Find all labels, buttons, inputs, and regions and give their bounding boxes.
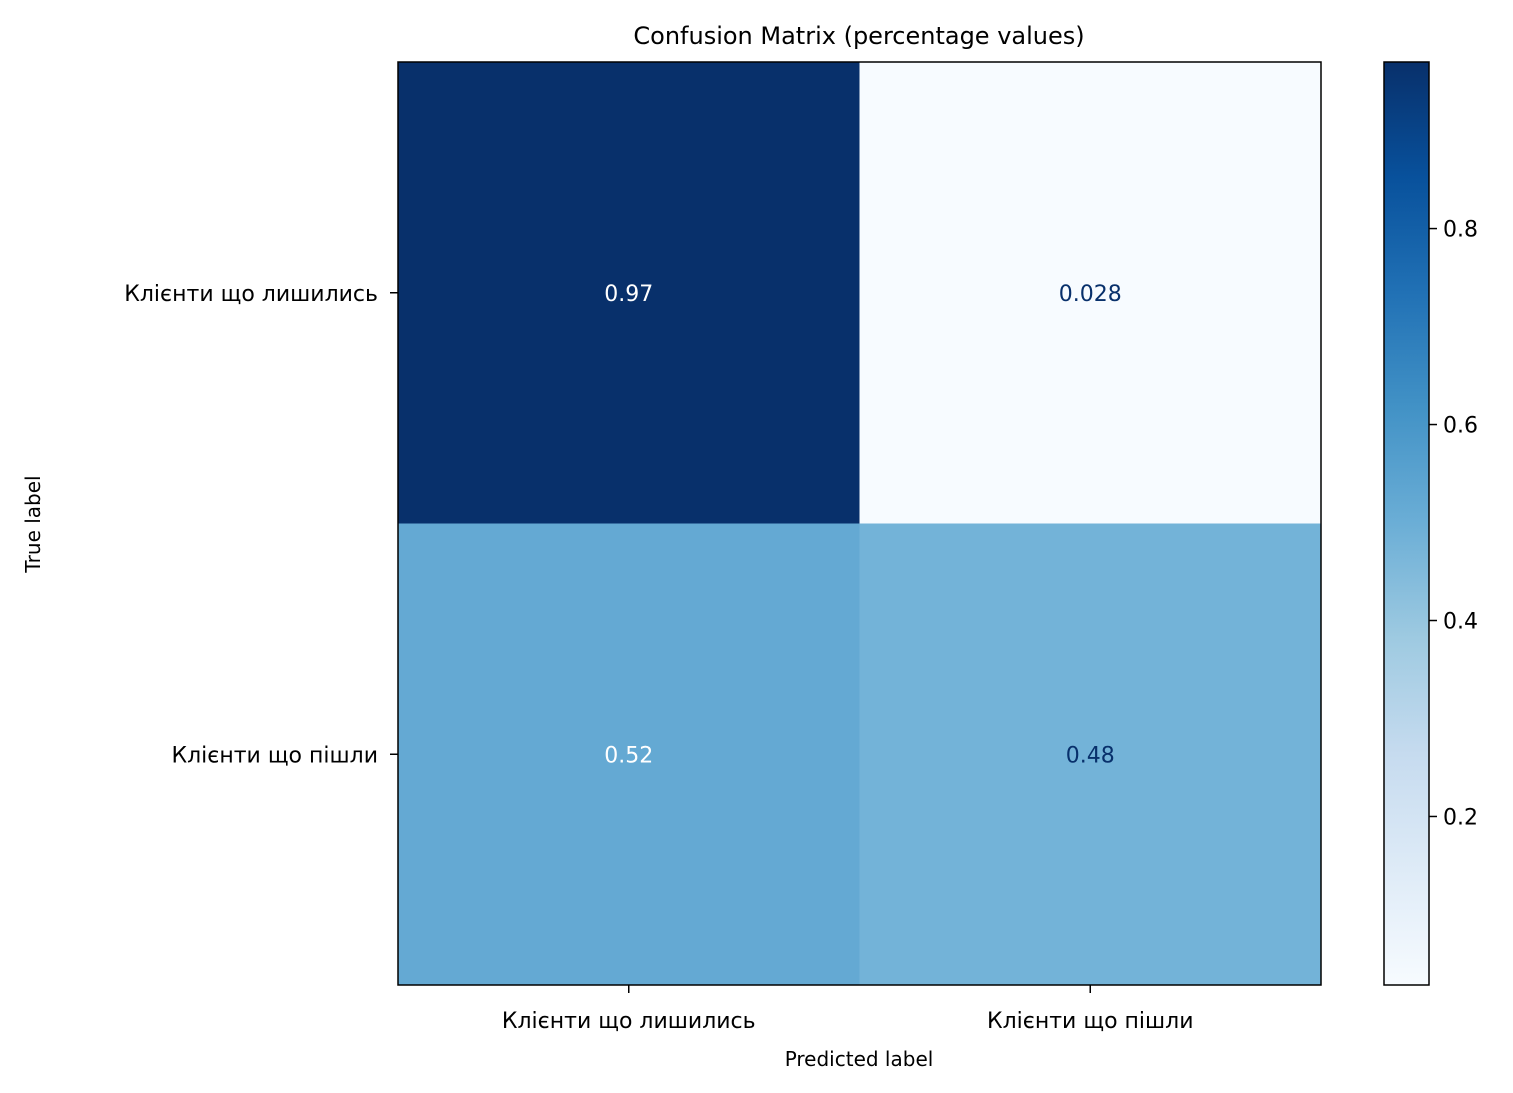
x-axis-label: Predicted label — [785, 1047, 934, 1071]
x-tick-label: Клієнти що лишились — [502, 1009, 756, 1034]
x-axis-ticks: Клієнти що лишились Клієнти що пішли — [502, 985, 1194, 1034]
colorbar-tick-label: 0.8 — [1443, 218, 1478, 243]
chart-title: Confusion Matrix (percentage values) — [633, 22, 1084, 50]
cell-value-label: 0.028 — [1059, 282, 1122, 307]
colorbar-ticks: 0.2 0.4 0.6 0.8 — [1429, 218, 1478, 830]
heatmap-cells — [398, 62, 1321, 985]
cell-labels: 0.97 0.028 0.52 0.48 — [604, 282, 1121, 769]
x-tick-label: Клієнти що пішли — [987, 1009, 1194, 1034]
heatmap-cell — [398, 523, 860, 985]
plot-frame — [397, 61, 1322, 986]
y-axis-ticks: Клієнти що лишились Клієнти що пішли — [124, 282, 398, 768]
colorbar-tick-label: 0.2 — [1443, 805, 1478, 830]
heatmap-cell — [398, 62, 860, 524]
colorbar — [1383, 61, 1430, 986]
colorbar-tick-label: 0.6 — [1443, 414, 1478, 439]
heatmap-cell — [859, 523, 1321, 985]
y-axis-label: True label — [21, 475, 45, 573]
cell-value-label: 0.52 — [604, 743, 653, 768]
heatmap-cell — [859, 62, 1321, 524]
cell-value-label: 0.48 — [1066, 743, 1115, 768]
y-tick-label: Клієнти що лишились — [124, 282, 378, 307]
y-tick-label: Клієнти що пішли — [171, 743, 378, 768]
colorbar-tick-label: 0.4 — [1443, 610, 1478, 635]
cell-value-label: 0.97 — [604, 282, 653, 307]
